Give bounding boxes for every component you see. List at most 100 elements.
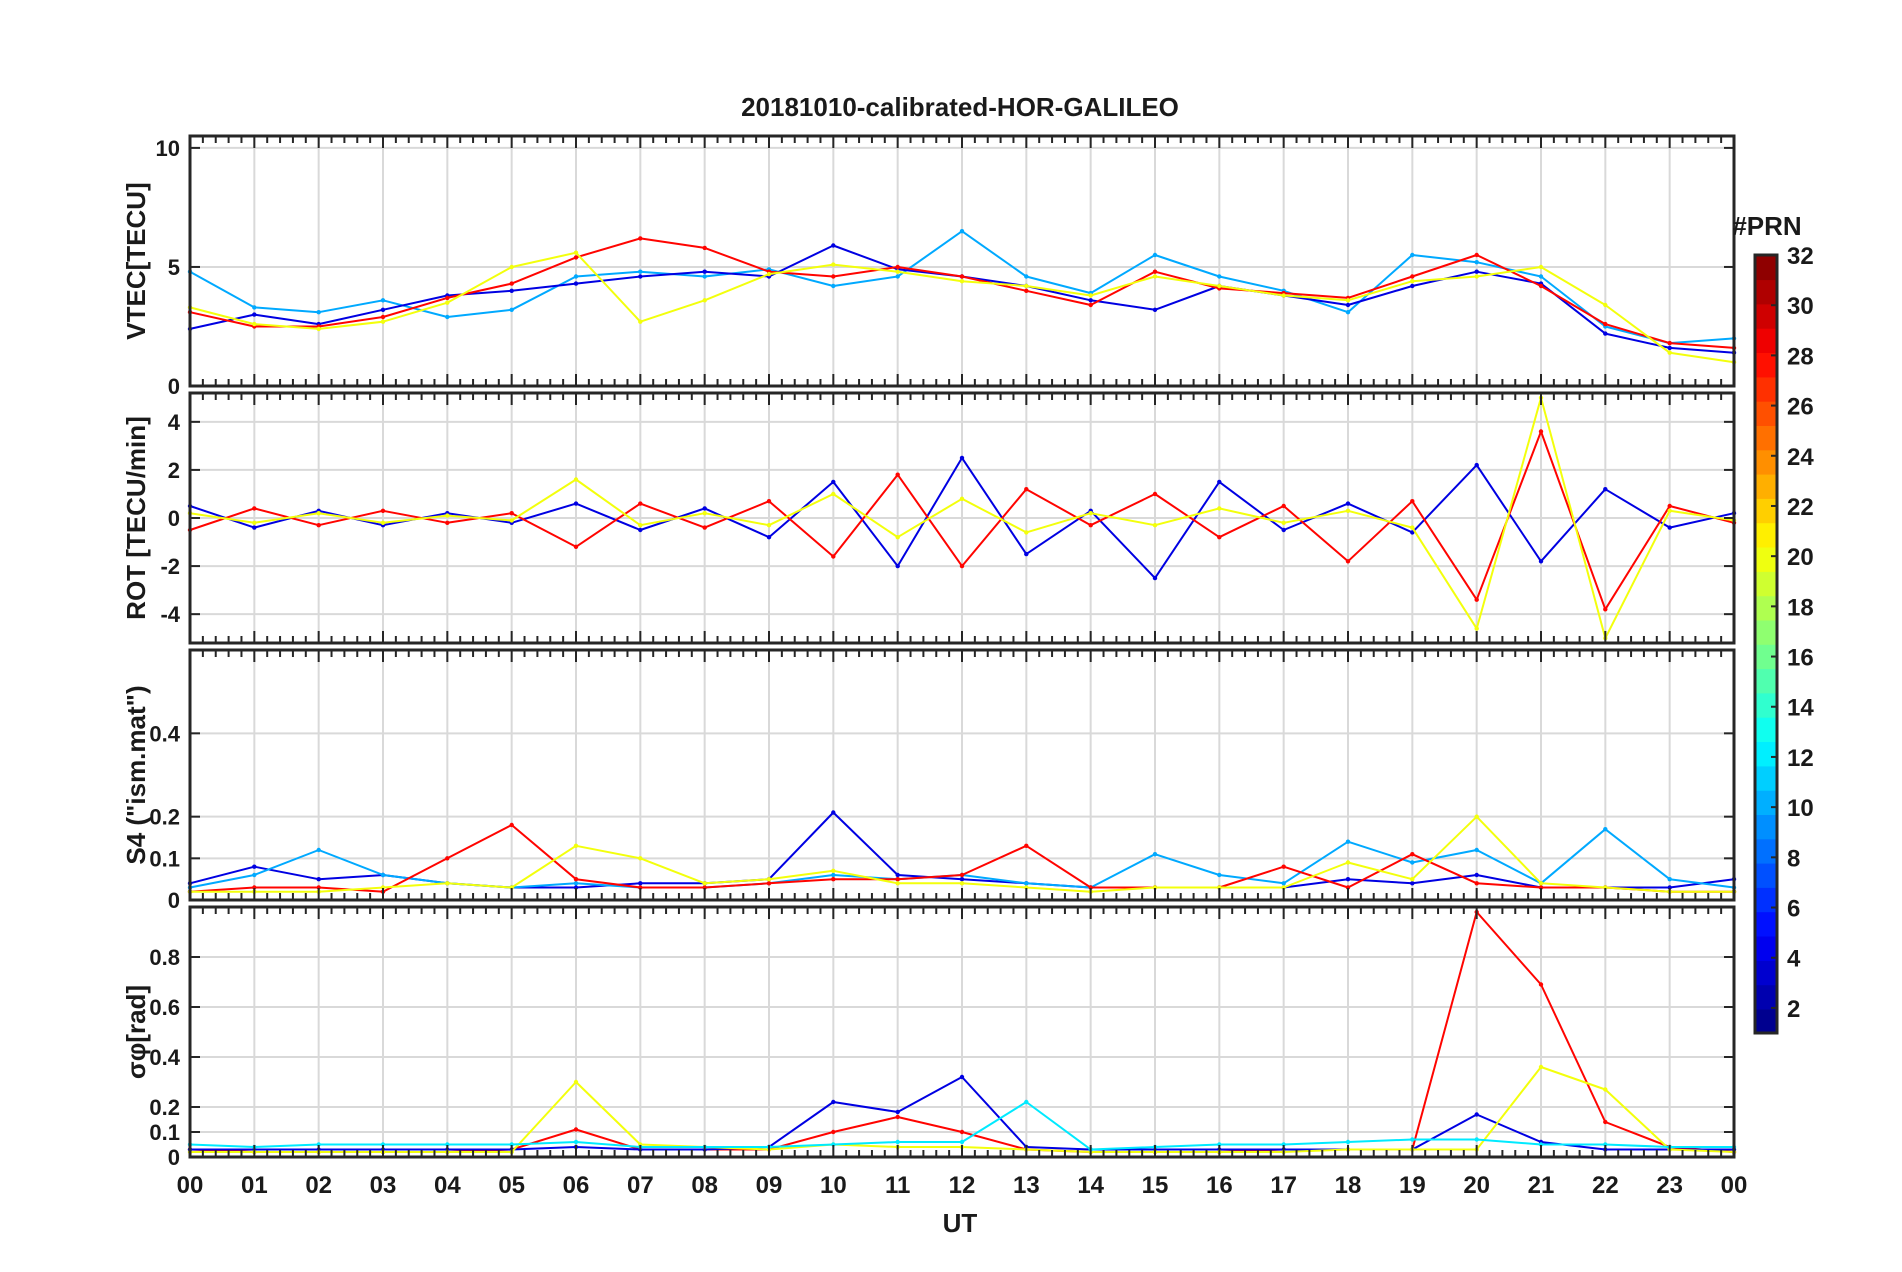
data-point xyxy=(1474,814,1479,819)
data-point xyxy=(1667,340,1672,346)
colorbar-band xyxy=(1755,303,1777,329)
data-point xyxy=(1603,487,1608,492)
data-point xyxy=(380,319,386,324)
data-point xyxy=(831,877,836,882)
data-point xyxy=(380,872,386,878)
colorbar-band xyxy=(1755,376,1777,402)
data-point xyxy=(1667,503,1672,509)
data-point xyxy=(445,513,450,518)
x-tick-label: 03 xyxy=(370,1172,397,1199)
x-tick-label: 00 xyxy=(177,1172,204,1199)
data-point xyxy=(380,307,386,312)
x-tick-label: 07 xyxy=(627,1172,654,1199)
data-point xyxy=(1217,283,1222,289)
data-point xyxy=(895,535,900,540)
data-point xyxy=(573,877,579,882)
data-point xyxy=(1603,607,1608,612)
x-tick-label: 12 xyxy=(949,1172,976,1199)
y-tick-label: 0.2 xyxy=(149,805,180,830)
x-tick-label: 00 xyxy=(1721,1172,1748,1199)
colorbar-band xyxy=(1755,935,1777,961)
data-point xyxy=(1281,881,1286,886)
data-point xyxy=(1281,293,1286,298)
data-point xyxy=(1345,302,1351,308)
data-point xyxy=(1152,491,1158,497)
data-point xyxy=(959,1074,965,1080)
data-point xyxy=(573,1139,579,1145)
data-point xyxy=(573,255,579,260)
data-point xyxy=(766,523,772,528)
data-point xyxy=(1474,252,1479,258)
data-point xyxy=(380,314,386,320)
colorbar-frame xyxy=(1753,253,1779,1035)
colorbar-band xyxy=(1755,814,1777,840)
data-point xyxy=(1024,843,1029,848)
y-tick-label: 0 xyxy=(168,888,180,913)
colorbar-band xyxy=(1755,862,1777,888)
data-point xyxy=(1024,530,1029,535)
colorbar-band xyxy=(1755,1008,1777,1034)
data-point xyxy=(766,499,772,504)
data-point xyxy=(573,274,579,279)
colorbar-band xyxy=(1755,546,1777,572)
data-point xyxy=(1474,626,1479,631)
colorbar-band xyxy=(1755,400,1777,426)
colorbar-band xyxy=(1755,619,1777,645)
colorbar-tick-label: 12 xyxy=(1787,745,1814,772)
data-point xyxy=(1538,1064,1544,1070)
data-point xyxy=(638,885,643,890)
data-point xyxy=(702,525,707,530)
data-point xyxy=(445,856,450,861)
colorbar-band xyxy=(1755,692,1777,718)
data-point xyxy=(959,881,965,886)
data-point xyxy=(1538,283,1544,289)
data-point xyxy=(573,1079,579,1085)
data-point xyxy=(1603,885,1608,890)
data-point xyxy=(831,868,836,873)
data-point xyxy=(1410,283,1415,289)
x-tick-label: 13 xyxy=(1013,1172,1040,1199)
data-point xyxy=(509,288,514,293)
x-tick-label: 21 xyxy=(1528,1172,1555,1199)
data-point xyxy=(766,271,772,277)
data-point xyxy=(831,243,836,248)
data-point xyxy=(1603,827,1608,832)
data-point xyxy=(509,822,514,828)
colorbar-band xyxy=(1755,279,1777,305)
colorbar-band xyxy=(1755,838,1777,864)
data-point xyxy=(573,281,579,286)
data-point xyxy=(1410,860,1415,865)
y-tick-label: 0.1 xyxy=(149,846,180,871)
colorbar-tick-label: 22 xyxy=(1787,494,1814,521)
data-point xyxy=(1217,274,1222,279)
data-point xyxy=(1474,274,1479,279)
colorbar-band xyxy=(1755,595,1777,621)
data-point xyxy=(573,1127,579,1132)
y-axis-label: S4 ("ism.mat") xyxy=(121,685,151,864)
y-tick-label: 0.2 xyxy=(149,1095,180,1120)
data-point xyxy=(702,274,707,279)
data-point xyxy=(380,1142,386,1147)
data-point xyxy=(1538,881,1544,886)
colorbar-band xyxy=(1755,911,1777,937)
x-tick-label: 01 xyxy=(241,1172,268,1199)
y-axis-label: σφ[rad] xyxy=(121,985,151,1079)
colorbar-band xyxy=(1755,984,1777,1010)
data-point xyxy=(380,885,386,890)
data-point xyxy=(1410,881,1415,886)
y-tick-label: 0.4 xyxy=(149,1045,180,1070)
colorbar-tick-label: 14 xyxy=(1787,695,1814,722)
data-point xyxy=(1538,982,1544,987)
data-point xyxy=(1088,302,1093,308)
data-point xyxy=(573,843,579,848)
data-point xyxy=(1024,881,1029,886)
x-tick-label: 22 xyxy=(1592,1172,1619,1199)
colorbar-tick-label: 32 xyxy=(1787,243,1814,270)
data-point xyxy=(1538,559,1544,564)
data-point xyxy=(380,298,386,303)
data-point xyxy=(1603,1119,1608,1125)
data-point xyxy=(895,872,900,878)
